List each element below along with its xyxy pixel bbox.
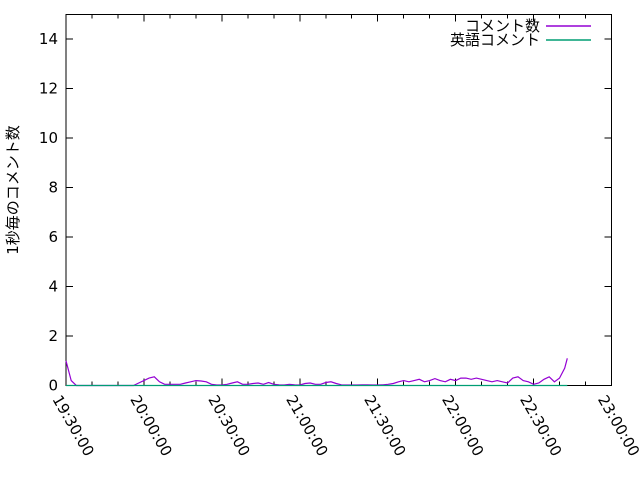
legend-label-comments: コメント数 xyxy=(465,17,540,35)
y-tick-label: 6 xyxy=(48,228,58,246)
y-tick-label: 14 xyxy=(39,30,58,48)
y-tick-label: 0 xyxy=(48,377,58,395)
y-tick-label: 2 xyxy=(48,327,58,345)
y-tick-label: 12 xyxy=(39,80,58,98)
y-tick-label: 8 xyxy=(48,179,58,197)
legend-label-english-comments: 英語コメント xyxy=(450,31,540,49)
y-axis-label: 1秒毎のコメント数 xyxy=(4,125,22,255)
y-tick-label: 10 xyxy=(39,129,58,147)
y-tick-label: 4 xyxy=(48,278,58,296)
series-line-comments xyxy=(65,358,568,387)
